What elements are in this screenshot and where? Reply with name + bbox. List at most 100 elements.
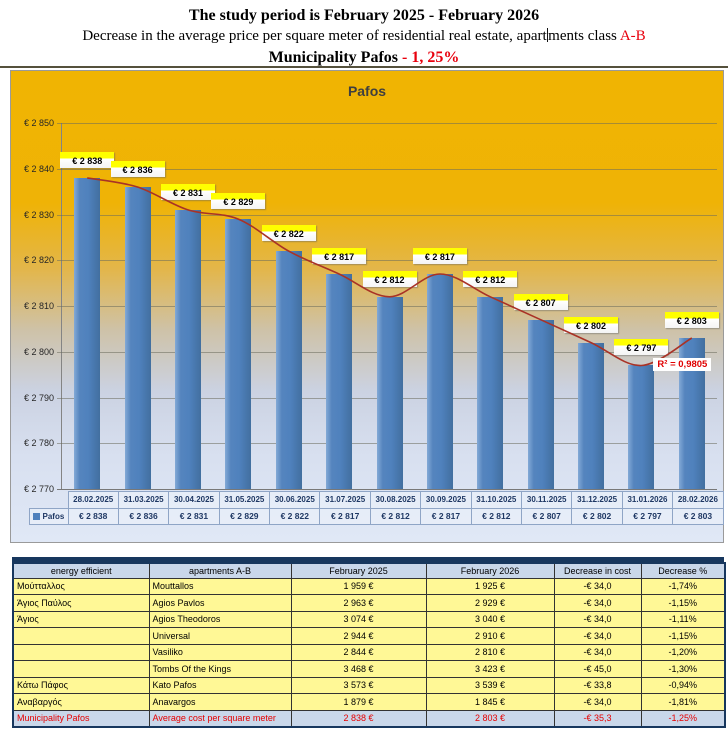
table-cell[interactable]: 3 539 € <box>425 676 555 694</box>
table-cell[interactable]: -1,15% <box>640 594 726 612</box>
bar <box>578 342 605 489</box>
table-cell[interactable]: 3 468 € <box>290 660 427 678</box>
subtitle-text-cont: ments class <box>548 28 620 44</box>
bar-value-label: € 2 803 <box>664 312 719 329</box>
column-header[interactable]: February 2026 <box>425 562 555 579</box>
column-header[interactable]: apartments A-B <box>148 562 292 579</box>
table-cell[interactable]: -€ 33,8 <box>553 676 642 694</box>
table-cell[interactable] <box>12 660 150 678</box>
table-cell[interactable]: Agios Pavlos <box>148 594 292 612</box>
table-row: Άγιος Παύλος Agios Pavlos 2 963 €2 929 € -€… <box>12 594 726 612</box>
table-cell[interactable]: -€ 34,0 <box>553 577 642 595</box>
legend-spacer <box>29 491 68 508</box>
x-axis-date-label: 30.11.2025 <box>521 490 573 509</box>
table-cell[interactable]: Universal <box>148 627 292 645</box>
table-cell[interactable]: Άγιος <box>12 610 150 628</box>
table-cell[interactable]: -€ 34,0 <box>553 627 642 645</box>
table-cell[interactable]: Mouttallos <box>148 577 292 595</box>
table-cell[interactable]: 2 910 € <box>425 627 555 645</box>
table-cell[interactable]: -€ 34,0 <box>553 643 642 661</box>
table-cell[interactable]: Μούτταλλος <box>12 577 150 595</box>
table-cell[interactable]: 2 810 € <box>425 643 555 661</box>
y-axis-tick-label: € 2 780 <box>23 438 54 449</box>
plot-area: € 2 770 € 2 780 € 2 790 € 2 800 € 2 810 € 2 8… <box>24 118 719 494</box>
table-cell[interactable]: 2 929 € <box>425 594 555 612</box>
table-cell[interactable]: 2 844 € <box>290 643 427 661</box>
table-total-cell[interactable]: 2 838 € <box>290 709 427 727</box>
table-cell[interactable]: 1 925 € <box>425 577 555 595</box>
table-total-cell[interactable]: -1,25% <box>640 709 726 727</box>
table-cell[interactable]: -1,74% <box>640 577 726 595</box>
y-axis-tick-label: € 2 820 <box>23 255 54 266</box>
document-header: The study period is February 2025 - Febr… <box>0 5 728 68</box>
x-axis-date-label: 31.03.2025 <box>117 490 170 509</box>
chart-data-table: 28.02.2025 31.03.2025 30.04.2025 31.05.2025… <box>28 490 724 525</box>
bar <box>326 273 353 489</box>
gridline <box>57 489 717 490</box>
table-cell[interactable]: -1,30% <box>640 660 726 678</box>
table-cell[interactable]: Kato Pafos <box>148 676 292 694</box>
legend-value-cell: € 2 829 <box>218 507 271 525</box>
decrease-percent-label: - 1, 25% <box>402 49 460 66</box>
bar <box>426 273 453 489</box>
bar-value-label: € 2 838 <box>60 151 115 168</box>
table-cell[interactable]: -€ 45,0 <box>553 660 642 678</box>
legend-value-cell: € 2 838 <box>67 507 119 525</box>
table-total-cell[interactable]: -€ 35,3 <box>553 709 642 727</box>
table-cell[interactable] <box>12 627 150 645</box>
table-cell[interactable]: Vasiliko <box>148 643 292 661</box>
legend-value-cell: € 2 817 <box>319 507 371 525</box>
table-cell[interactable]: -€ 34,0 <box>553 610 642 628</box>
table-cell[interactable]: Άγιος Παύλος <box>12 594 150 612</box>
table-cell[interactable]: 3 074 € <box>290 610 427 628</box>
table-cell[interactable]: Αναβαργός <box>12 693 150 711</box>
table-cell[interactable]: 1 959 € <box>290 577 427 595</box>
subtitle[interactable]: Decrease in the average price per square… <box>0 26 728 47</box>
column-header[interactable]: energy efficient <box>12 562 150 579</box>
study-period-title[interactable]: The study period is February 2025 - Febr… <box>188 7 540 24</box>
table-cell[interactable]: 1 879 € <box>290 693 427 711</box>
table-cell[interactable]: Agios Theodoros <box>148 610 292 628</box>
table-total-cell[interactable]: 2 803 € <box>425 709 555 727</box>
bar-value-label: € 2 822 <box>261 225 316 242</box>
table-cell[interactable]: Κάτω Πάφος <box>12 676 150 694</box>
x-axis-date-label: 30.09.2025 <box>420 490 472 509</box>
table-cell[interactable]: -1,11% <box>640 610 726 628</box>
table-cell[interactable]: -0,94% <box>640 676 726 694</box>
bar <box>527 319 554 489</box>
legend-value-cell: € 2 812 <box>369 507 422 525</box>
subtitle-text: Decrease in the average price per square… <box>82 28 547 44</box>
table-cell[interactable]: -1,15% <box>640 627 726 645</box>
column-header[interactable]: Decrease in cost <box>553 562 642 579</box>
gridline <box>57 168 717 170</box>
table-cell[interactable]: 1 845 € <box>425 693 555 711</box>
table-cell[interactable] <box>12 643 150 661</box>
bar <box>74 177 101 489</box>
legend-value-cell: € 2 803 <box>672 507 724 525</box>
table-total-cell[interactable]: Municipality Pafos <box>12 709 150 727</box>
bar-value-label: € 2 812 <box>362 270 417 287</box>
apartment-class-label: A-B <box>619 28 646 44</box>
bar-value-label: € 2 802 <box>564 316 619 333</box>
table-cell[interactable]: 2 963 € <box>290 594 427 612</box>
column-header[interactable]: February 2025 <box>290 562 427 579</box>
table-cell[interactable]: Tombs Of the Kings <box>148 660 292 678</box>
table-cell[interactable]: -€ 34,0 <box>553 693 642 711</box>
table-cell[interactable]: -1,20% <box>640 643 726 661</box>
table-cell[interactable]: 2 944 € <box>290 627 427 645</box>
y-axis-tick-label: € 2 770 <box>23 484 54 494</box>
table-cell[interactable]: 3 423 € <box>425 660 555 678</box>
x-axis-date-label: 28.02.2025 <box>67 490 119 509</box>
table-cell[interactable]: 3 040 € <box>425 610 555 628</box>
column-header[interactable]: Decrease % <box>640 562 726 579</box>
table-cell[interactable]: 3 573 € <box>290 676 427 694</box>
table-cell[interactable]: Anavargos <box>148 693 292 711</box>
price-chart[interactable]: Pafos € 2 770 € 2 780 € 2 790 € 2 800 € 2 81… <box>10 70 724 543</box>
table-cell[interactable]: -1,81% <box>640 693 726 711</box>
table-row: Άγιος Agios Theodoros 3 074 €3 040 € -€ 34,… <box>12 610 726 628</box>
table-total-cell[interactable]: Average cost per square meter <box>148 709 292 727</box>
table-cell[interactable]: -€ 34,0 <box>553 594 642 612</box>
municipality-title[interactable]: Municipality Pafos - 1, 25% <box>0 47 728 68</box>
legend-value-cell: € 2 836 <box>117 507 170 525</box>
bar <box>174 209 201 489</box>
